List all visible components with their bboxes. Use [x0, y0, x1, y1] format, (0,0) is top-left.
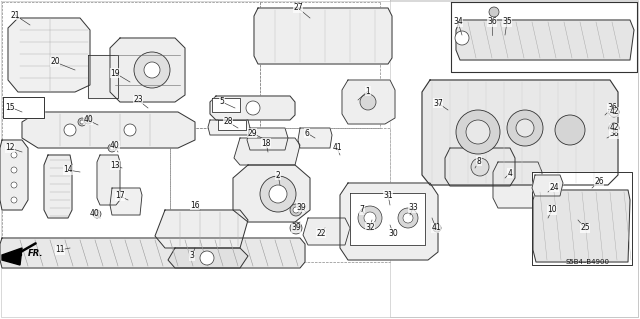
Polygon shape: [110, 38, 185, 102]
Text: 22: 22: [316, 228, 326, 238]
Polygon shape: [44, 155, 72, 218]
Polygon shape: [247, 128, 288, 150]
Circle shape: [293, 207, 299, 213]
Text: 8: 8: [477, 157, 481, 166]
Polygon shape: [210, 96, 295, 120]
Circle shape: [200, 251, 214, 265]
Text: 17: 17: [115, 191, 125, 201]
Text: 24: 24: [549, 182, 559, 191]
Circle shape: [124, 124, 136, 136]
Circle shape: [364, 212, 376, 224]
Polygon shape: [532, 172, 632, 265]
Polygon shape: [110, 188, 142, 215]
Polygon shape: [254, 8, 392, 64]
Text: 40: 40: [90, 209, 100, 218]
Text: 32: 32: [365, 222, 375, 232]
Text: 16: 16: [190, 201, 200, 210]
Polygon shape: [0, 238, 305, 268]
Circle shape: [95, 212, 99, 216]
Text: 36: 36: [607, 103, 617, 113]
Polygon shape: [451, 2, 637, 72]
Circle shape: [108, 144, 116, 152]
Polygon shape: [445, 148, 515, 186]
Polygon shape: [456, 20, 634, 60]
Circle shape: [293, 225, 299, 231]
Polygon shape: [3, 97, 44, 118]
Polygon shape: [350, 193, 425, 245]
Text: 1: 1: [365, 86, 371, 95]
Circle shape: [64, 124, 76, 136]
Circle shape: [144, 62, 160, 78]
Text: 25: 25: [580, 224, 590, 233]
Circle shape: [84, 116, 92, 124]
Text: 31: 31: [383, 190, 393, 199]
Polygon shape: [234, 138, 300, 165]
Text: 38: 38: [609, 130, 619, 138]
Text: 41: 41: [431, 224, 441, 233]
Text: 40: 40: [110, 142, 120, 151]
Text: 28: 28: [223, 117, 233, 127]
Text: 37: 37: [433, 99, 443, 108]
Text: 12: 12: [5, 144, 15, 152]
Polygon shape: [342, 80, 395, 124]
Text: 20: 20: [50, 57, 60, 66]
Text: 41: 41: [332, 144, 342, 152]
Circle shape: [110, 146, 114, 150]
Circle shape: [260, 176, 296, 212]
Polygon shape: [533, 190, 630, 262]
Polygon shape: [0, 140, 28, 210]
Polygon shape: [22, 112, 195, 148]
Polygon shape: [532, 175, 563, 196]
Text: 21: 21: [10, 11, 20, 19]
Polygon shape: [298, 128, 332, 148]
Text: 2: 2: [276, 170, 280, 180]
Circle shape: [398, 208, 418, 228]
Circle shape: [489, 7, 499, 17]
Text: 6: 6: [305, 129, 309, 137]
Polygon shape: [340, 183, 438, 260]
Circle shape: [290, 222, 302, 234]
Text: 13: 13: [110, 160, 120, 169]
Text: 14: 14: [63, 166, 73, 174]
Text: 18: 18: [261, 138, 271, 147]
Polygon shape: [97, 155, 120, 205]
Circle shape: [11, 152, 17, 158]
Text: FR.: FR.: [28, 249, 44, 257]
Text: 23: 23: [133, 95, 143, 105]
Text: 42: 42: [609, 108, 619, 116]
Polygon shape: [168, 248, 248, 268]
Circle shape: [456, 110, 500, 154]
Circle shape: [403, 213, 413, 223]
Text: 29: 29: [247, 129, 257, 137]
Circle shape: [269, 185, 287, 203]
Circle shape: [609, 107, 619, 117]
Polygon shape: [218, 120, 246, 130]
Text: 42: 42: [609, 123, 619, 132]
Polygon shape: [212, 98, 240, 112]
Circle shape: [11, 182, 17, 188]
Circle shape: [466, 120, 490, 144]
Circle shape: [455, 31, 469, 45]
Text: 33: 33: [408, 204, 418, 212]
Polygon shape: [303, 218, 350, 245]
Polygon shape: [233, 165, 310, 222]
Circle shape: [80, 120, 84, 124]
Text: 19: 19: [110, 69, 120, 78]
Circle shape: [471, 158, 489, 176]
Circle shape: [609, 123, 619, 133]
Text: 26: 26: [594, 177, 604, 187]
Text: 10: 10: [547, 205, 557, 214]
Circle shape: [433, 224, 441, 232]
Circle shape: [11, 197, 17, 203]
Text: 30: 30: [388, 228, 398, 238]
Circle shape: [246, 101, 260, 115]
Circle shape: [86, 118, 90, 122]
Polygon shape: [493, 162, 542, 208]
Circle shape: [290, 204, 302, 216]
Circle shape: [507, 110, 543, 146]
Circle shape: [134, 52, 170, 88]
Text: 4: 4: [508, 168, 513, 177]
Circle shape: [516, 119, 534, 137]
Circle shape: [78, 118, 86, 126]
